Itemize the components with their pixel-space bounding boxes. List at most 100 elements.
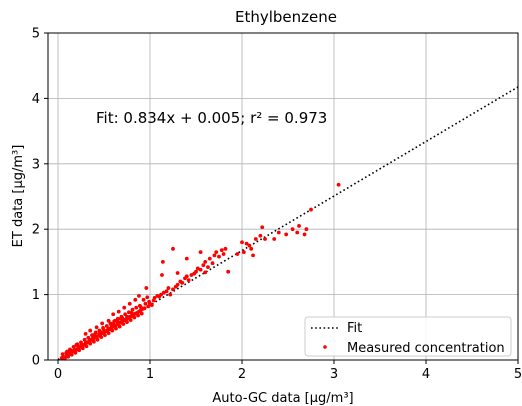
legend-label-fit: Fit xyxy=(347,321,362,336)
data-point xyxy=(95,337,100,342)
data-point xyxy=(137,294,141,298)
data-point xyxy=(139,311,144,316)
data-point xyxy=(83,331,88,336)
data-point xyxy=(88,328,93,333)
x-axis-label: Auto-GC data [μg/m³] xyxy=(212,391,353,406)
data-point xyxy=(113,318,117,323)
data-point xyxy=(284,232,289,237)
data-point xyxy=(297,224,301,228)
y-axis-label: ET data [μg/m³] xyxy=(11,145,26,248)
data-point xyxy=(102,328,106,333)
data-point xyxy=(159,292,163,297)
data-point xyxy=(186,278,191,283)
data-point xyxy=(194,269,198,274)
data-point xyxy=(132,315,137,320)
data-point xyxy=(142,306,147,311)
data-point xyxy=(77,348,82,353)
data-point xyxy=(249,246,254,251)
data-point xyxy=(221,252,226,256)
data-point xyxy=(226,269,231,274)
data-point xyxy=(168,292,173,297)
data-point xyxy=(201,263,206,268)
data-point xyxy=(103,333,107,338)
data-point xyxy=(134,305,139,310)
data-point xyxy=(127,301,132,306)
data-point xyxy=(247,243,252,248)
data-point xyxy=(206,265,210,270)
data-point xyxy=(180,280,185,285)
data-point xyxy=(214,250,219,254)
data-point xyxy=(84,344,89,349)
data-point xyxy=(184,256,189,261)
chart-title: Ethylbenzene xyxy=(235,8,337,26)
data-point xyxy=(121,322,126,326)
data-point xyxy=(203,270,208,275)
data-point xyxy=(171,246,175,251)
data-point xyxy=(65,349,70,354)
data-point xyxy=(111,312,116,317)
data-point xyxy=(143,301,148,306)
data-point xyxy=(106,331,111,336)
x-tick-label: 0 xyxy=(54,367,62,382)
data-point xyxy=(94,325,99,330)
data-point xyxy=(160,260,165,264)
data-point xyxy=(263,237,267,241)
data-point xyxy=(290,227,295,232)
data-point xyxy=(69,352,74,357)
x-tick-label: 2 xyxy=(238,367,246,382)
data-point xyxy=(203,260,208,264)
y-tick-label: 1 xyxy=(32,288,40,303)
data-point xyxy=(122,305,127,310)
data-point xyxy=(164,289,169,294)
data-point xyxy=(66,354,71,359)
data-point xyxy=(133,297,138,302)
data-point xyxy=(149,303,154,307)
data-point xyxy=(304,227,309,232)
data-point xyxy=(272,237,277,241)
legend-marker-swatch xyxy=(323,345,327,349)
data-point xyxy=(109,323,114,328)
data-point xyxy=(175,271,180,275)
data-point xyxy=(129,311,134,315)
data-point xyxy=(276,230,281,235)
data-point xyxy=(198,250,203,254)
data-point xyxy=(114,326,118,331)
data-point xyxy=(251,253,255,258)
data-point xyxy=(79,340,83,345)
data-point xyxy=(71,345,76,349)
legend-box xyxy=(304,316,512,357)
data-point xyxy=(117,324,122,329)
data-point xyxy=(309,207,313,212)
y-tick-label: 0 xyxy=(32,354,40,369)
data-point xyxy=(146,304,151,309)
data-point xyxy=(91,339,96,344)
data-point xyxy=(336,182,341,187)
data-point xyxy=(240,240,244,245)
data-point xyxy=(212,253,217,258)
data-point xyxy=(184,274,189,279)
data-point xyxy=(98,329,103,334)
y-tick-label: 2 xyxy=(32,223,40,238)
legend-label-measured: Measured concentration xyxy=(347,341,505,356)
data-point xyxy=(207,256,212,261)
data-point xyxy=(241,250,246,254)
data-point xyxy=(244,241,249,246)
data-point xyxy=(144,286,149,290)
data-point xyxy=(128,318,133,323)
data-point xyxy=(160,273,164,277)
x-tick-label: 3 xyxy=(330,367,338,382)
y-tick-label: 5 xyxy=(32,27,40,42)
y-tick-label: 4 xyxy=(32,92,40,107)
data-point xyxy=(258,233,263,238)
data-point xyxy=(79,343,83,348)
x-tick-label: 5 xyxy=(514,367,522,382)
data-point xyxy=(115,316,120,321)
data-point xyxy=(69,348,74,353)
data-point xyxy=(116,309,121,314)
data-point xyxy=(106,318,111,323)
x-tick-label: 4 xyxy=(422,367,430,382)
fit-annotation: Fit: 0.834x + 0.005; r² = 0.973 xyxy=(96,109,327,127)
data-point xyxy=(223,246,228,251)
data-point xyxy=(145,295,150,300)
